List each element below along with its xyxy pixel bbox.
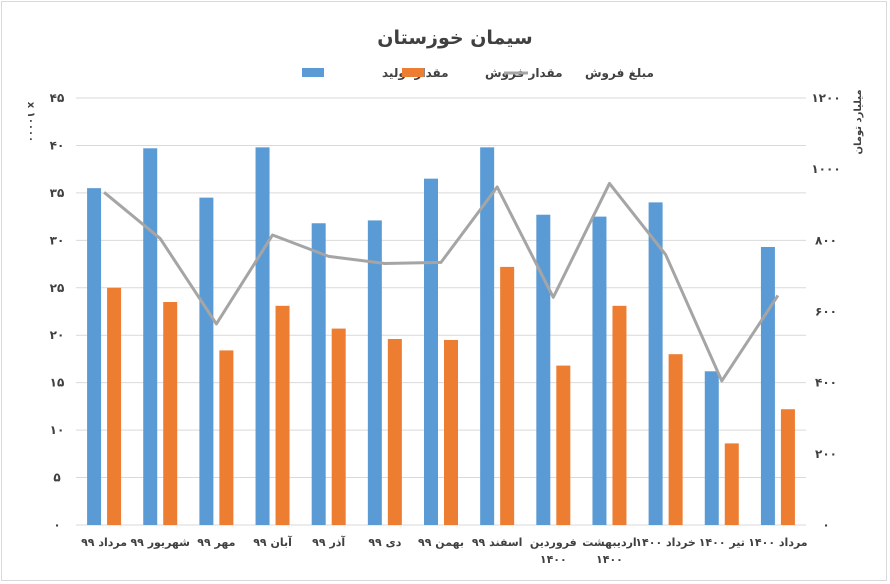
left-tick-label: ۱۵ bbox=[50, 376, 65, 390]
left-tick-label: ۳۰ bbox=[50, 233, 65, 247]
category-label: ۱۴۰۰ bbox=[596, 553, 623, 566]
right-axis-label: میلیارد تومان bbox=[853, 89, 864, 154]
gridlines bbox=[76, 97, 806, 526]
left-tick-label: ۲۵ bbox=[50, 281, 65, 295]
left-tick-label: ۱۰ bbox=[50, 423, 65, 437]
production-bar bbox=[592, 216, 607, 525]
category-label: خرداد ۱۴۰۰ bbox=[635, 536, 696, 549]
production-bar bbox=[311, 223, 326, 525]
production-bar bbox=[760, 246, 775, 525]
left-axis-ticks: ۰ ۵ ۱۰ ۱۵ ۲۰ ۲۵ ۳۰ ۳۵ ۴۰ ۴۵ bbox=[50, 91, 65, 532]
sales-qty-bar bbox=[163, 302, 178, 525]
category-label: شهریور ۹۹ bbox=[130, 536, 190, 549]
production-bar bbox=[480, 147, 495, 525]
category-label: آذر ۹۹ bbox=[312, 535, 345, 549]
legend: مقدار تولید مقدار فروش مبلغ فروش bbox=[302, 66, 654, 81]
category-label: تیر ۱۴۰۰ bbox=[699, 536, 745, 549]
production-bar bbox=[536, 214, 551, 526]
left-tick-label: ۰ bbox=[53, 518, 60, 532]
category-label: ۱۴۰۰ bbox=[540, 553, 567, 566]
sales-qty-bar bbox=[500, 266, 515, 525]
bars bbox=[87, 147, 795, 526]
legend-swatch-sales-qty bbox=[402, 68, 424, 77]
sales-qty-bar bbox=[780, 409, 795, 525]
production-bar bbox=[648, 202, 663, 525]
sales-qty-bar bbox=[387, 339, 402, 525]
sales-qty-bar bbox=[444, 339, 458, 525]
production-bar bbox=[87, 188, 102, 525]
production-bar bbox=[704, 371, 719, 525]
chart-title: سیمان خوزستان bbox=[377, 27, 532, 49]
category-label: اردیبهشت bbox=[582, 536, 636, 549]
category-label: دی ۹۹ bbox=[368, 536, 401, 549]
category-label: مرداد ۱۴۰۰ bbox=[748, 536, 807, 549]
right-tick-label: ۸۰۰ bbox=[815, 233, 837, 247]
sales-qty-bar bbox=[556, 365, 571, 525]
left-tick-label: ۴۰ bbox=[50, 138, 65, 152]
legend-label-sales-amount: مبلغ فروش bbox=[585, 66, 654, 81]
left-tick-label: ۳۵ bbox=[50, 186, 65, 200]
category-label: فروردین bbox=[530, 536, 577, 549]
sales-qty-bar bbox=[275, 305, 290, 525]
production-bar bbox=[367, 220, 382, 525]
sales-qty-bar bbox=[612, 305, 627, 525]
production-bar bbox=[424, 178, 438, 525]
category-label: اسفند ۹۹ bbox=[472, 536, 523, 549]
production-bar bbox=[143, 148, 158, 525]
right-tick-label: ۴۰۰ bbox=[815, 376, 837, 390]
left-tick-label: ۴۵ bbox=[50, 91, 65, 105]
left-tick-label: ۵ bbox=[53, 471, 60, 485]
right-axis-ticks: ۰ ۲۰۰ ۴۰۰ ۶۰۰ ۸۰۰ ۱۰۰۰ ۱۲۰۰ bbox=[811, 91, 840, 532]
right-tick-label: ۰ bbox=[822, 518, 829, 532]
category-label: آبان ۹۹ bbox=[253, 535, 292, 549]
sales-qty-bar bbox=[107, 287, 122, 525]
right-tick-label: ۶۰۰ bbox=[815, 305, 837, 319]
category-label: بهمن ۹۹ bbox=[418, 536, 464, 549]
left-axis-label: x ۱۰۰۰۰ bbox=[25, 102, 36, 142]
sales-qty-bar bbox=[331, 328, 346, 525]
sales-qty-bar bbox=[219, 350, 234, 525]
production-bar bbox=[199, 197, 214, 525]
sales-qty-bar bbox=[668, 354, 683, 525]
right-tick-label: ۱۰۰۰ bbox=[811, 162, 840, 176]
left-tick-label: ۲۰ bbox=[50, 328, 65, 342]
sales-qty-bar bbox=[724, 443, 739, 525]
category-label: مهر ۹۹ bbox=[197, 536, 235, 549]
category-labels: مرداد ۹۹ شهریور ۹۹ مهر ۹۹ آبان ۹۹ آذر ۹۹ دی ۹… bbox=[81, 535, 808, 566]
sales-amount-line bbox=[103, 181, 780, 383]
right-tick-label: ۲۰۰ bbox=[815, 447, 837, 461]
legend-swatch-production bbox=[302, 68, 324, 77]
category-label: مرداد ۹۹ bbox=[81, 536, 127, 549]
right-tick-label: ۱۲۰۰ bbox=[811, 91, 840, 105]
production-bar bbox=[255, 147, 270, 525]
